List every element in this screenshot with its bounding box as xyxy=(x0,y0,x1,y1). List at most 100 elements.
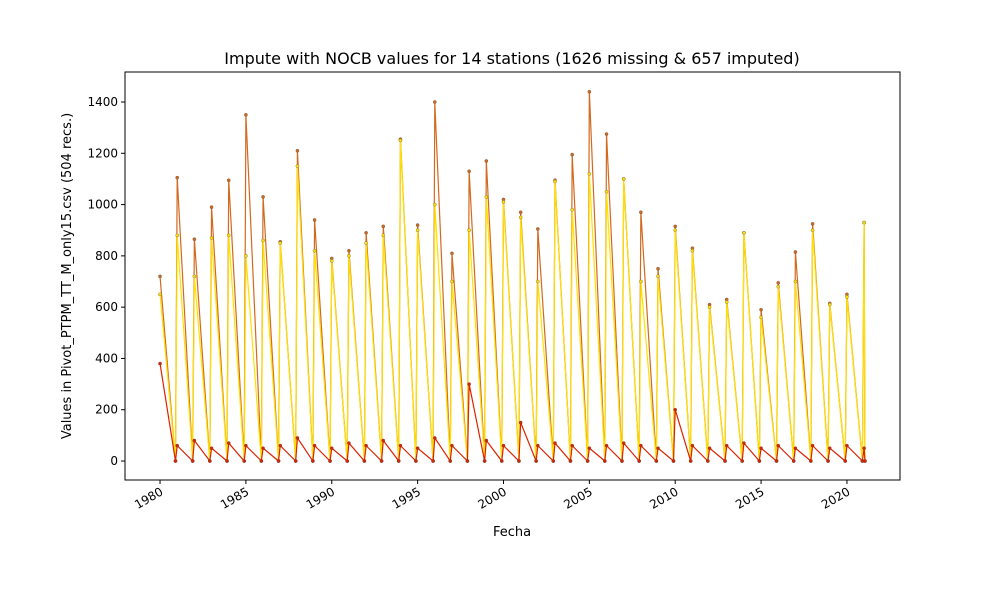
point xyxy=(810,443,815,448)
point xyxy=(347,441,351,445)
point xyxy=(467,228,471,232)
y-tick-label: 1400 xyxy=(87,95,118,109)
point xyxy=(362,459,367,463)
point xyxy=(706,459,710,463)
point xyxy=(810,228,815,232)
point xyxy=(587,172,592,176)
point xyxy=(863,459,867,463)
point xyxy=(742,231,746,235)
point xyxy=(536,227,540,231)
point xyxy=(467,169,471,173)
point xyxy=(330,446,334,450)
point xyxy=(570,152,574,157)
point xyxy=(433,436,437,440)
point xyxy=(742,441,746,445)
point xyxy=(826,459,830,463)
point xyxy=(381,233,386,238)
point xyxy=(757,459,762,463)
point xyxy=(398,138,403,143)
point xyxy=(673,224,677,229)
point xyxy=(639,279,643,284)
point xyxy=(209,446,214,450)
point xyxy=(776,281,780,285)
point xyxy=(295,148,300,153)
point xyxy=(415,446,420,450)
point xyxy=(450,279,454,284)
point xyxy=(724,443,729,448)
y-axis-label: Values in Pivot_PTPM_TT_M_only15.csv (50… xyxy=(60,113,75,439)
point xyxy=(450,251,454,256)
point xyxy=(707,446,712,450)
point xyxy=(209,205,214,209)
point xyxy=(724,300,729,304)
point xyxy=(604,443,609,448)
x-tick-label: 2015 xyxy=(733,484,766,511)
point xyxy=(379,459,384,463)
point xyxy=(759,307,763,312)
point xyxy=(158,361,162,366)
point xyxy=(398,443,403,448)
x-tick-label: 1990 xyxy=(304,484,337,511)
point xyxy=(244,113,248,117)
point xyxy=(347,248,351,253)
point xyxy=(639,210,643,215)
y-tick-label: 800 xyxy=(95,249,118,263)
point xyxy=(330,259,334,263)
point xyxy=(415,223,420,227)
point xyxy=(484,195,489,199)
point xyxy=(173,459,178,463)
point xyxy=(793,446,798,450)
point xyxy=(261,195,265,199)
point xyxy=(295,436,300,440)
point xyxy=(190,459,195,463)
point xyxy=(656,266,660,271)
point xyxy=(244,443,248,448)
y-tick-label: 0 xyxy=(110,454,118,468)
point xyxy=(759,315,763,320)
point xyxy=(311,459,315,463)
point xyxy=(620,459,624,463)
point xyxy=(671,459,676,463)
point xyxy=(312,248,317,253)
point xyxy=(293,459,298,463)
point xyxy=(828,302,832,307)
point xyxy=(810,222,815,226)
x-tick-label: 1985 xyxy=(218,484,251,511)
point xyxy=(707,305,712,309)
point xyxy=(654,459,659,463)
point xyxy=(414,459,418,463)
point xyxy=(740,459,744,463)
x-axis-label: Fecha xyxy=(493,525,531,540)
point xyxy=(364,443,368,448)
point xyxy=(501,200,506,204)
x-tick-label: 2020 xyxy=(819,484,852,511)
point xyxy=(431,459,435,463)
point xyxy=(208,459,212,463)
y-tick-label: 400 xyxy=(95,351,118,365)
x-tick-label: 2000 xyxy=(476,484,509,511)
point xyxy=(415,228,420,232)
point xyxy=(500,459,504,463)
point xyxy=(776,284,780,289)
point xyxy=(276,459,281,463)
point xyxy=(536,279,540,284)
point xyxy=(587,446,592,450)
point xyxy=(518,210,523,215)
point xyxy=(551,459,556,463)
point xyxy=(467,382,471,386)
point xyxy=(809,459,813,463)
point xyxy=(690,248,695,253)
point xyxy=(723,459,727,463)
point xyxy=(364,231,368,235)
point xyxy=(793,250,798,254)
point xyxy=(673,228,677,232)
point xyxy=(381,438,386,443)
point xyxy=(570,443,574,448)
x-tick-label: 1980 xyxy=(132,484,165,511)
point xyxy=(278,241,282,245)
point xyxy=(482,459,487,463)
point xyxy=(209,236,214,240)
point xyxy=(845,443,849,448)
point xyxy=(587,89,592,94)
